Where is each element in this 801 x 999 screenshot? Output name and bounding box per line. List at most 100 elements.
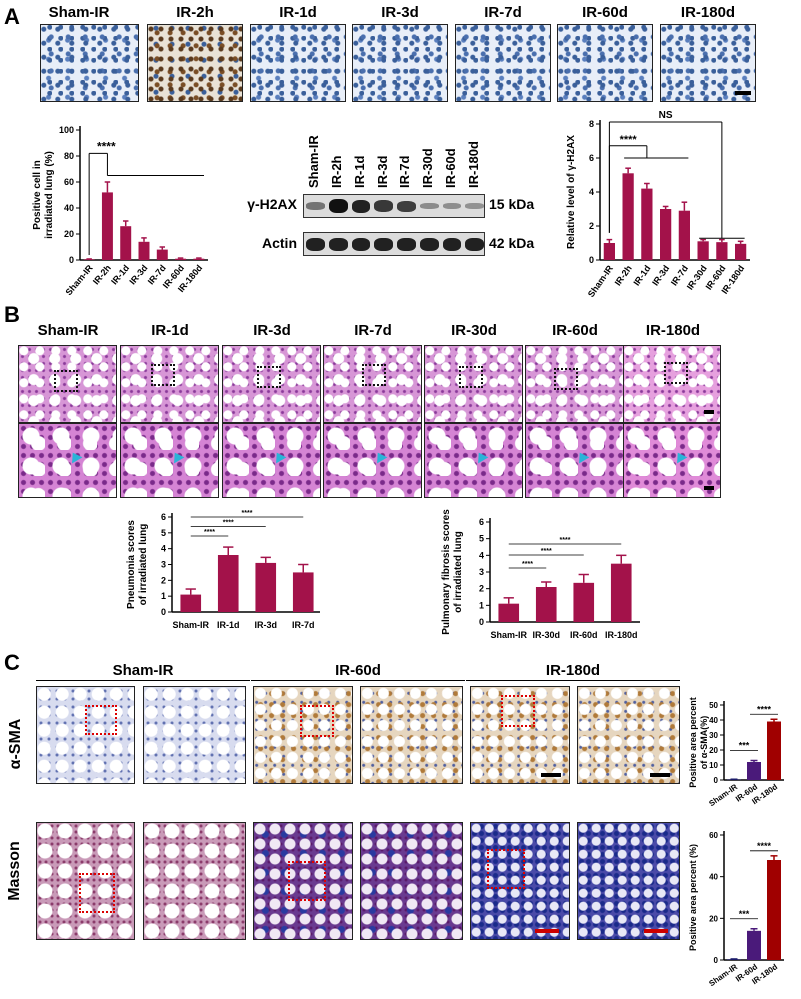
scale-bar bbox=[541, 773, 561, 777]
y-tick-label: 40 bbox=[709, 716, 718, 725]
blot-lane-label: IR-7d bbox=[397, 155, 413, 189]
sig-label: NS bbox=[659, 110, 673, 121]
x-tick-label: IR-3d bbox=[255, 620, 278, 630]
blot-band bbox=[351, 237, 371, 251]
y-tick-label: 30 bbox=[709, 731, 718, 740]
he-zoom-3 bbox=[323, 423, 422, 498]
zoom-box bbox=[487, 849, 525, 889]
chart-a-positive-cell: 0 20 40 60 80 100 Positive cell in irradiated l… bbox=[32, 125, 208, 297]
chart-b-fibrosis: 0 1 2 3 4 5 6 Pulmonary fibrosis scores of irrad… bbox=[441, 509, 640, 640]
blot-strip-h2ax bbox=[303, 194, 485, 218]
he-overview-2 bbox=[222, 345, 321, 423]
y-axis-label: Pneumonia scores bbox=[126, 520, 137, 609]
y-axis-label: of irradiated lung bbox=[138, 524, 149, 606]
chart-c-sma: 0 10 20 30 40 50 Positive area percent of α-SMA… bbox=[688, 697, 784, 808]
x-tick-label: IR-1d bbox=[217, 620, 240, 630]
y-axis-label: Relative level of γ-H2AX bbox=[566, 135, 577, 249]
y-tick-label: 8 bbox=[589, 119, 594, 129]
y-tick-label: 4 bbox=[589, 187, 594, 197]
arrow-icon bbox=[67, 449, 83, 464]
bar-IR-60d bbox=[747, 762, 761, 780]
label-a-4: IR-7d bbox=[484, 4, 522, 21]
sig-label: **** bbox=[620, 134, 638, 146]
bar-IR-180d bbox=[767, 860, 781, 960]
he-zoom-4 bbox=[424, 423, 523, 498]
col-rule-2 bbox=[466, 680, 680, 681]
y-tick-label: 0 bbox=[69, 255, 74, 265]
zoom-box bbox=[257, 366, 281, 388]
y-tick-label: 2 bbox=[161, 575, 166, 585]
blot-band bbox=[328, 237, 348, 251]
sig-label: **** bbox=[757, 841, 772, 851]
zoom-box bbox=[54, 370, 78, 392]
x-tick-label: Sham-IR bbox=[490, 630, 527, 640]
label-b-4: IR-30d bbox=[451, 322, 497, 339]
western-blot: Sham-IR IR-2h IR-1d IR-3d IR-7d IR-30d IR-60d I… bbox=[225, 110, 565, 265]
masson-ir180d-overview bbox=[470, 822, 570, 940]
label-b-5: IR-60d bbox=[552, 322, 598, 339]
label-a-5: IR-60d bbox=[582, 4, 628, 21]
y-tick-label: 3 bbox=[161, 560, 166, 570]
sma-ir60d-overview bbox=[253, 686, 353, 784]
blot-band bbox=[306, 202, 325, 210]
col-rule-1 bbox=[251, 680, 465, 681]
chart-a-relative-h2ax: 0 2 4 6 8 Relative level of γ-H2AX Sham-IRIR-2… bbox=[566, 110, 750, 299]
x-tick-label: IR-3d bbox=[650, 263, 671, 287]
blot-strip-actin bbox=[303, 232, 485, 256]
y-tick-label: 2 bbox=[589, 221, 594, 231]
label-b-6: IR-180d bbox=[645, 322, 701, 339]
masson-ir60d-overview bbox=[253, 822, 353, 940]
panel-letter-b: B bbox=[4, 302, 20, 327]
bar-IR-60d bbox=[573, 582, 595, 622]
zoom-box bbox=[85, 705, 117, 735]
sig-label: **** bbox=[560, 537, 571, 544]
y-axis-label: Pulmonary fibrosis scores bbox=[441, 509, 452, 635]
y-tick-label: 6 bbox=[161, 512, 166, 522]
blot-band bbox=[397, 200, 416, 212]
x-tick-label: IR-3d bbox=[127, 263, 149, 287]
y-axis-label: of irradiated lung bbox=[453, 531, 464, 613]
sma-ir180d-zoom bbox=[577, 686, 680, 784]
he-zoom-0 bbox=[18, 423, 117, 498]
zoom-box bbox=[79, 873, 115, 913]
blot-kda-h2ax: 15 kDa bbox=[489, 196, 535, 212]
zoom-box bbox=[554, 368, 578, 390]
x-tick-label: IR-180d bbox=[605, 630, 638, 640]
zoom-box bbox=[459, 366, 483, 388]
he-overview-1 bbox=[120, 345, 219, 423]
blot-lane-label: IR-2h bbox=[329, 155, 345, 189]
y-tick-label: 4 bbox=[161, 544, 166, 554]
he-overview-4 bbox=[424, 345, 523, 423]
bar-IR-60d bbox=[747, 930, 761, 960]
sig-label: **** bbox=[97, 139, 116, 153]
label-a-3: IR-3d bbox=[381, 4, 419, 21]
scale-bar bbox=[650, 773, 670, 777]
sig-label: **** bbox=[223, 520, 234, 527]
sig-label: *** bbox=[739, 741, 750, 751]
bar-IR-7d bbox=[156, 249, 168, 260]
label-a-1: IR-2h bbox=[176, 4, 214, 21]
sig-label: **** bbox=[522, 561, 533, 568]
y-tick-label: 6 bbox=[479, 517, 484, 527]
bar-IR-2h bbox=[622, 173, 634, 260]
y-tick-label: 0 bbox=[161, 607, 166, 617]
blot-lane-label: IR-180d bbox=[465, 141, 481, 188]
bar-IR-180d bbox=[767, 721, 781, 780]
panel-letter-c: C bbox=[4, 650, 20, 675]
blot-band bbox=[397, 237, 416, 251]
y-tick-label: 60 bbox=[64, 177, 74, 187]
masson-sham-overview bbox=[36, 822, 135, 940]
y-axis-label: Positive area percent (%) bbox=[688, 844, 698, 951]
sma-sham-zoom bbox=[143, 686, 246, 784]
label-a-2: IR-1d bbox=[279, 4, 317, 21]
y-tick-label: 40 bbox=[709, 873, 718, 882]
masson-sham-zoom bbox=[143, 822, 246, 940]
y-tick-label: 5 bbox=[479, 534, 484, 544]
y-tick-label: 20 bbox=[64, 229, 74, 239]
zoom-box bbox=[300, 705, 334, 737]
bar-IR-3d bbox=[138, 241, 150, 260]
bar-IR-180d bbox=[735, 243, 747, 260]
masson-ir180d-zoom bbox=[577, 822, 680, 940]
ihc-image-ir180d bbox=[660, 24, 756, 102]
x-tick-label: IR-60d bbox=[570, 630, 598, 640]
